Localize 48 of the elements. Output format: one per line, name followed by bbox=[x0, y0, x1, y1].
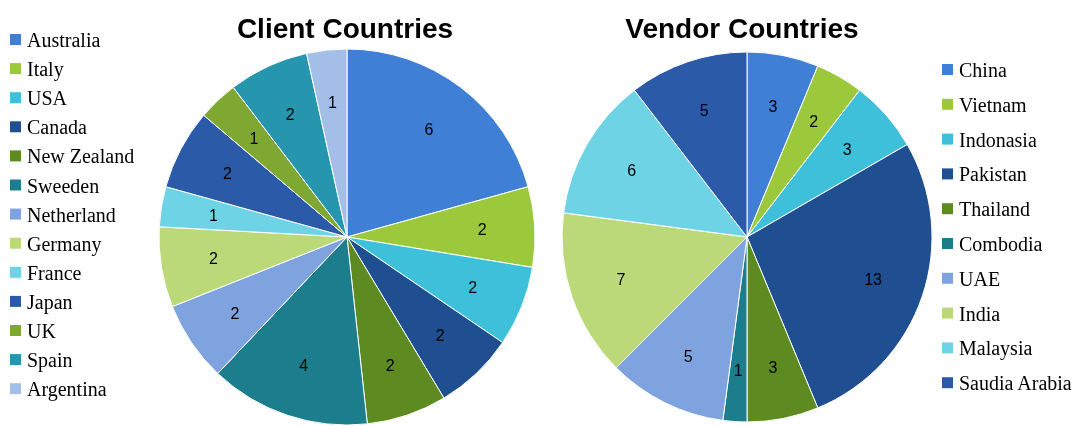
legend-label: Thailand bbox=[959, 198, 1031, 221]
data-label: 1 bbox=[327, 94, 337, 112]
data-label: 4 bbox=[299, 356, 309, 374]
legend-label: Combodia bbox=[959, 233, 1043, 255]
data-label: 1 bbox=[249, 130, 259, 148]
legend-label: New Zealand bbox=[27, 145, 135, 168]
legend-label: India bbox=[959, 302, 1001, 325]
legend-label: Vietnam bbox=[959, 93, 1028, 116]
legend-label: Spain bbox=[27, 349, 73, 373]
data-label: 3 bbox=[768, 359, 778, 377]
data-label: 2 bbox=[285, 105, 295, 123]
legend-label: Japan bbox=[27, 290, 73, 314]
data-label: 2 bbox=[208, 250, 218, 268]
data-label: 3 bbox=[842, 140, 852, 158]
legend-label: Indonasia bbox=[959, 128, 1037, 151]
legend-label: China bbox=[959, 59, 1007, 81]
legend-label: UK bbox=[27, 320, 57, 342]
chart-title: Vendor Countries bbox=[625, 13, 859, 44]
data-label: 6 bbox=[424, 120, 434, 138]
legend-label: Sweeden bbox=[27, 174, 100, 197]
data-label: 2 bbox=[435, 326, 445, 344]
legend-label: Argentina bbox=[27, 378, 107, 402]
data-label: 2 bbox=[477, 221, 487, 239]
data-label: 2 bbox=[809, 113, 819, 131]
legend-label: Saudia Arabia bbox=[959, 372, 1072, 395]
legend-label: Pakistan bbox=[959, 163, 1027, 186]
data-label: 13 bbox=[864, 271, 883, 289]
data-label: 6 bbox=[627, 162, 637, 179]
legend-label: Malaysia bbox=[959, 337, 1033, 361]
data-label: 5 bbox=[683, 348, 693, 366]
data-label: 2 bbox=[230, 304, 240, 322]
chart-title: Client Countries bbox=[236, 13, 454, 44]
legend-label: Canada bbox=[27, 116, 88, 139]
data-label: 2 bbox=[222, 165, 232, 183]
legend-label: France bbox=[27, 261, 82, 284]
data-label: 2 bbox=[385, 356, 395, 374]
legend-label: Germany bbox=[27, 232, 102, 256]
data-label: 1 bbox=[733, 361, 743, 379]
legend-label: UAE bbox=[959, 267, 1001, 290]
legend-label: Australia bbox=[27, 29, 101, 51]
data-label: 2 bbox=[468, 278, 478, 296]
data-label: 1 bbox=[208, 206, 218, 224]
data-label: 7 bbox=[616, 271, 626, 289]
data-label: 5 bbox=[699, 102, 709, 120]
legend-label: Italy bbox=[27, 58, 64, 82]
legend-label: USA bbox=[27, 87, 68, 110]
legend-label: Netherland bbox=[27, 203, 116, 226]
data-label: 3 bbox=[768, 97, 778, 115]
